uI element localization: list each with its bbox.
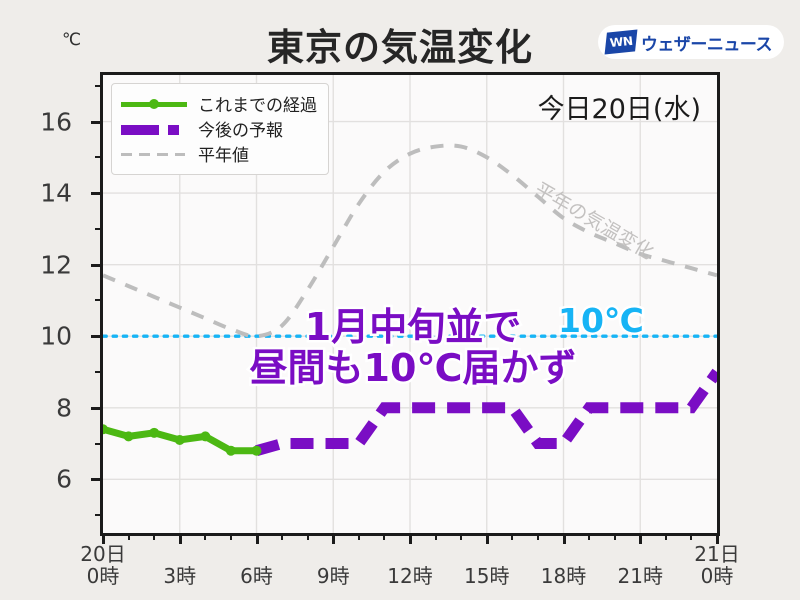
- x-tick-time: 18時: [540, 564, 587, 589]
- wn-badge-icon: WN: [604, 29, 638, 55]
- x-tick-time: 0時: [86, 564, 120, 589]
- x-minor-tick: [613, 535, 616, 540]
- y-tick-6: 6: [56, 464, 72, 494]
- y-tick-16: 16: [40, 107, 72, 137]
- x-tick-3: 3時: [163, 543, 196, 588]
- x-tick-mark: [102, 535, 105, 544]
- x-tick-time: 0時: [700, 564, 734, 589]
- x-minor-tick: [306, 535, 309, 540]
- x-tick-time: 9時: [316, 564, 350, 589]
- x-minor-tick: [127, 535, 130, 540]
- chart-svg: [103, 75, 717, 533]
- x-minor-tick: [511, 535, 514, 540]
- x-tick-15: 15時: [464, 543, 509, 588]
- x-minor-tick: [536, 535, 539, 540]
- chart-canvas: これまでの経過 今後の予報 平年値 今日20日(水) 平年の: [103, 75, 717, 533]
- x-minor-tick: [690, 535, 693, 540]
- x-tick-18: 18時: [541, 543, 586, 588]
- x-tick-mark: [255, 535, 259, 544]
- brand-name: ウェザーニュース: [640, 34, 773, 55]
- x-tick-time: 3時: [163, 564, 197, 589]
- x-tick-time: 21時: [617, 564, 663, 589]
- x-minor-tick: [434, 535, 437, 540]
- y-tick-12: 12: [40, 250, 72, 280]
- x-tick-mark: [409, 535, 412, 544]
- y-minor-tick: [95, 299, 100, 302]
- x-minor-tick: [357, 535, 360, 540]
- chart-legend: これまでの経過 今後の予報 平年値: [111, 83, 329, 175]
- x-tick-mark: [639, 535, 643, 544]
- legend-swatch-normal-icon: [121, 145, 187, 163]
- x-minor-tick: [229, 535, 232, 540]
- page-title: 東京の気温変化: [267, 26, 533, 69]
- legend-item-normal: 平年値: [121, 141, 317, 166]
- chart-plot-area: これまでの経過 今後の予報 平年値 今日20日(水) 平年の: [100, 72, 720, 536]
- y-tick-8: 8: [56, 393, 72, 423]
- y-minor-tick: [95, 84, 100, 87]
- x-minor-tick: [588, 535, 591, 540]
- y-tick-mark: [91, 192, 100, 196]
- y-tick-mark: [91, 263, 100, 267]
- x-minor-tick: [153, 535, 156, 540]
- x-tick-0: 20日 0時: [80, 543, 125, 588]
- x-tick-6: 6時: [240, 543, 273, 588]
- y-tick-14: 14: [40, 178, 72, 208]
- x-tick-12: 12時: [387, 543, 432, 588]
- x-tick-day: 20日: [80, 542, 126, 566]
- x-tick-mark: [332, 535, 336, 544]
- x-tick-time: 12時: [387, 564, 433, 589]
- x-tick-24: 21日 0時: [694, 543, 739, 588]
- weathernews-logo: WN ウェザーニュース: [597, 25, 784, 59]
- x-tick-mark: [562, 535, 566, 544]
- x-tick-time: 15時: [464, 564, 510, 589]
- legend-label-normal: 平年値: [198, 146, 249, 166]
- wn-badge-text: WN: [608, 34, 633, 50]
- x-minor-tick: [281, 535, 284, 540]
- x-tick-day: 21日: [694, 542, 740, 566]
- y-tick-mark: [91, 120, 100, 124]
- legend-label-observed: これまでの経過: [198, 96, 317, 116]
- x-tick-mark: [716, 535, 719, 544]
- legend-item-forecast: 今後の予報: [121, 116, 317, 141]
- y-tick-mark: [91, 335, 100, 339]
- x-tick-mark: [485, 535, 489, 544]
- x-minor-tick: [383, 535, 386, 540]
- legend-item-observed: これまでの経過: [121, 91, 317, 116]
- x-tick-time: 6時: [240, 564, 273, 589]
- y-tick-10: 10: [40, 321, 72, 351]
- legend-swatch-forecast-icon: [121, 120, 187, 138]
- y-tick-mark: [91, 406, 100, 410]
- y-minor-tick: [95, 227, 100, 230]
- y-tick-mark: [91, 478, 100, 482]
- y-minor-tick: [95, 442, 100, 445]
- x-tick-mark: [178, 535, 182, 544]
- x-minor-tick: [664, 535, 667, 540]
- y-axis-unit-label: ℃: [62, 30, 82, 50]
- headline-annotation: 1月中旬並で 昼間も10℃届かず: [247, 304, 579, 391]
- x-tick-21: 21時: [618, 543, 663, 588]
- legend-label-forecast: 今後の予報: [198, 121, 283, 141]
- y-minor-tick: [95, 156, 100, 159]
- y-minor-tick: [95, 514, 100, 517]
- y-minor-tick: [95, 370, 100, 373]
- threshold-temperature-label: 10℃: [556, 299, 647, 343]
- x-minor-tick: [204, 535, 207, 540]
- x-tick-9: 9時: [317, 543, 350, 588]
- legend-swatch-observed-icon: [121, 95, 187, 113]
- x-minor-tick: [460, 535, 463, 540]
- today-date-label: 今日20日(水): [537, 94, 701, 125]
